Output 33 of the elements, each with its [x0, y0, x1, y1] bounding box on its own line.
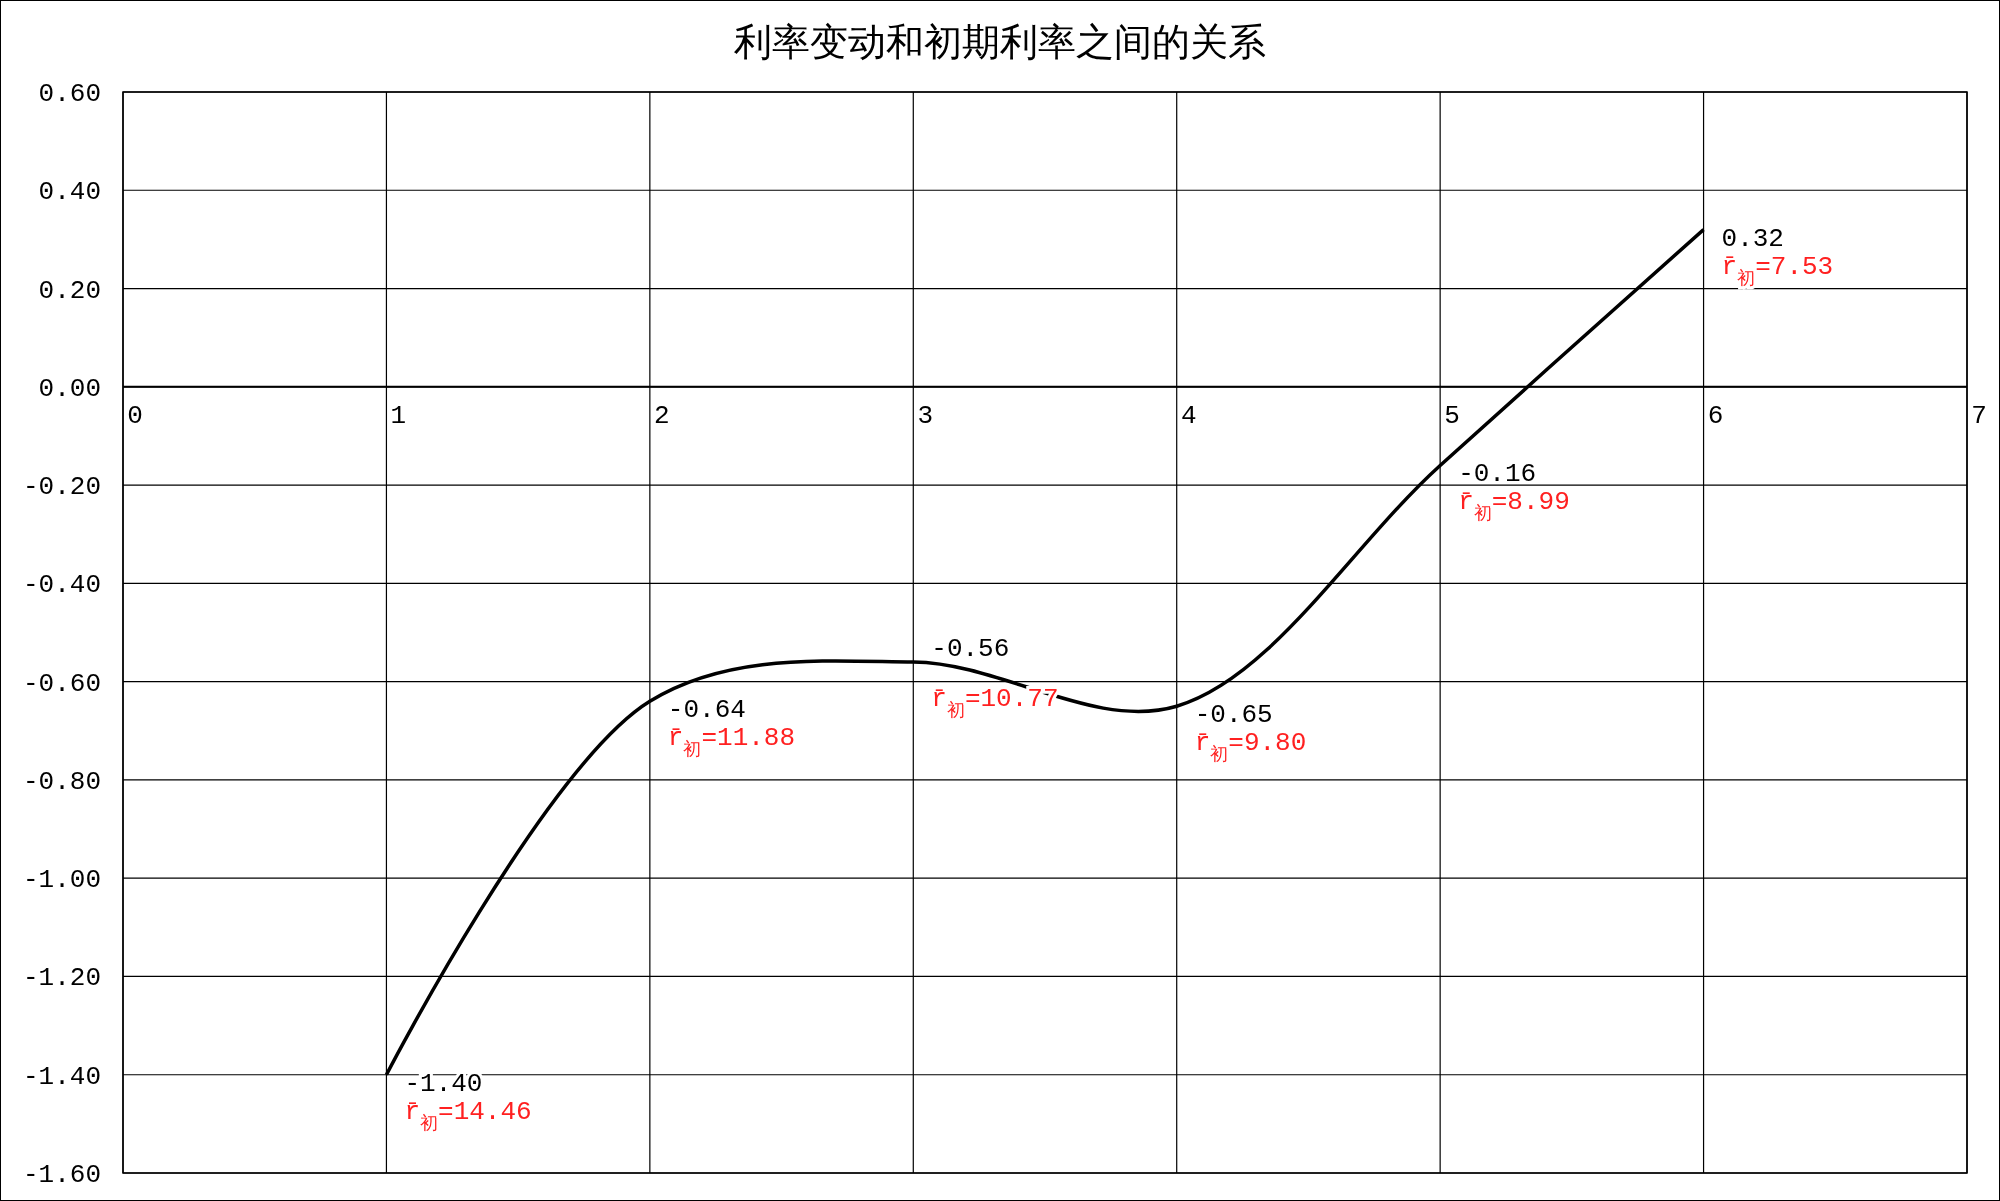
annotation: r̄$_{初}$=9.80 [1194, 728, 1307, 766]
y-tick-label: -1.00 [22, 865, 101, 896]
annotation: r̄$_{初}$=10.77 [931, 683, 1059, 721]
y-tick-label: -1.20 [22, 963, 101, 994]
y-tick-label: 0.60 [38, 79, 101, 109]
annotation: r̄$_{初}$=14.46 [404, 1096, 532, 1134]
y-tick-label: -1.60 [22, 1160, 101, 1190]
x-tick-label: 0 [127, 400, 143, 431]
data-label: 0.32 [1721, 223, 1784, 254]
annotation: r̄$_{初}$=8.99 [1458, 487, 1570, 525]
x-tick-label: 3 [917, 400, 934, 431]
y-tick-label: -0.20 [22, 472, 101, 503]
annotation: r̄$_{初}$=7.53 [1721, 251, 1834, 289]
x-tick-label: 1 [390, 400, 407, 431]
y-tick-label: -0.80 [22, 766, 101, 797]
data-label: -1.40 [404, 1068, 483, 1099]
x-tick-label: 6 [1707, 400, 1724, 431]
data-label: -0.56 [931, 633, 1010, 664]
x-tick-label: 7 [1971, 400, 1987, 431]
x-tick-label: 5 [1444, 400, 1460, 431]
y-tick-label: -1.40 [22, 1061, 101, 1092]
data-label: -0.16 [1458, 459, 1537, 490]
data-label: -0.64 [667, 695, 746, 726]
annotation: r̄$_{初}$=11.88 [667, 723, 796, 761]
y-tick-label: 0.00 [38, 373, 101, 404]
y-tick-label: 0.40 [38, 177, 101, 208]
y-tick-label: 0.20 [38, 275, 101, 306]
x-tick-label: 4 [1180, 400, 1197, 431]
data-label: -0.65 [1194, 700, 1273, 731]
y-tick-label: -0.40 [22, 570, 101, 601]
chart-title: 利率变动和初期利率之间的关系 [734, 20, 1266, 64]
y-tick-label: -0.60 [22, 668, 101, 699]
x-tick-label: 2 [654, 400, 670, 431]
